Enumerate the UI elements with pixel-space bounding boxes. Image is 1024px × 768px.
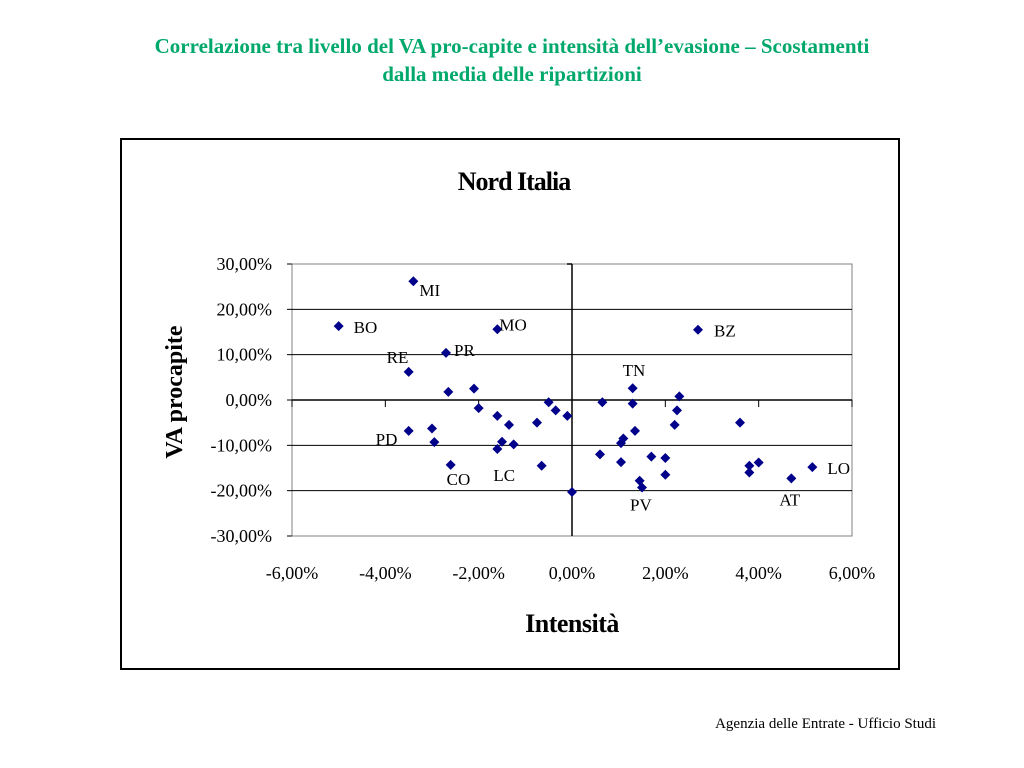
x-axis-label: Intensità: [525, 609, 619, 638]
data-point: [674, 391, 685, 402]
data-point: [492, 410, 503, 421]
y-tick-label: 0,00%: [226, 390, 273, 410]
data-point: [595, 449, 605, 460]
y-axis-label: VA procapite: [162, 325, 188, 458]
y-tick-label: -10,00%: [211, 435, 273, 455]
data-point: [469, 383, 479, 394]
data-point-label: LO: [827, 459, 850, 478]
data-point: [508, 439, 519, 450]
data-point: [637, 482, 647, 493]
data-point: [492, 443, 503, 454]
y-tick-label: 30,00%: [217, 254, 273, 274]
data-point: [536, 460, 547, 471]
slide-title-line2: dalla media delle ripartizioni: [382, 62, 642, 86]
slide-title-line1: Correlazione tra livello del VA pro-capi…: [154, 34, 870, 58]
data-point: [660, 453, 671, 464]
data-point-label: MI: [419, 281, 440, 300]
data-point: [408, 276, 419, 287]
y-tick-label: 20,00%: [217, 299, 273, 319]
data-point-label: LC: [493, 466, 515, 485]
data-point: [441, 347, 451, 358]
x-tick-label: -2,00%: [452, 563, 505, 583]
y-tick-label: -20,00%: [211, 481, 273, 501]
data-point-label: PV: [630, 495, 652, 514]
scatter-chart: Nord Italia 30,00% 20,00% 10,00% 0,00% -10,00…: [162, 167, 876, 638]
data-point: [497, 436, 507, 447]
data-point: [735, 417, 745, 428]
data-point-label: TN: [623, 361, 646, 380]
y-tick-label: -30,00%: [211, 526, 273, 546]
data-point: [427, 423, 437, 434]
x-tick-label: -6,00%: [266, 563, 319, 583]
y-tick-label: 10,00%: [217, 345, 273, 365]
footer-credit: Agenzia delle Entrate - Ufficio Studi: [715, 716, 936, 732]
data-point: [562, 410, 573, 421]
x-tick-label: 6,00%: [829, 563, 876, 583]
data-point: [473, 403, 484, 414]
data-point: [445, 459, 456, 470]
data-point: [744, 460, 755, 471]
data-point: [543, 397, 554, 408]
data-point: [403, 366, 414, 377]
data-point-label: PD: [376, 430, 398, 449]
data-point: [403, 425, 414, 436]
data-point: [443, 386, 454, 397]
data-point: [504, 419, 514, 430]
data-point: [532, 417, 542, 428]
data-point: [616, 457, 626, 468]
data-point: [597, 397, 608, 408]
data-point-label: MO: [499, 315, 526, 334]
data-point: [627, 398, 638, 409]
data-point: [567, 487, 577, 498]
x-tick-label: 4,00%: [735, 563, 782, 583]
data-point-label: AT: [779, 490, 800, 509]
data-point-label: RE: [387, 348, 409, 367]
data-point: [744, 467, 755, 478]
data-point: [616, 438, 626, 449]
data-point: [669, 419, 680, 430]
data-point: [492, 324, 503, 335]
data-point-label: CO: [447, 470, 471, 489]
data-point: [786, 473, 797, 484]
chart-frame: Nord Italia 30,00% 20,00% 10,00% 0,00% -10,00…: [120, 138, 900, 670]
data-point: [693, 324, 703, 335]
data-point: [646, 451, 657, 462]
data-point: [627, 383, 638, 394]
data-point: [630, 425, 640, 436]
data-point-label: BZ: [714, 322, 736, 341]
data-point: [333, 321, 344, 332]
data-point: [550, 405, 561, 416]
x-tick-label: 0,00%: [549, 563, 596, 583]
data-point-label: BO: [354, 318, 378, 337]
data-point: [660, 469, 671, 480]
data-point: [672, 405, 682, 416]
chart-title: Nord Italia: [458, 167, 572, 196]
x-tick-label: -4,00%: [359, 563, 412, 583]
data-point-label: PR: [454, 341, 475, 360]
data-point: [753, 457, 764, 468]
data-point: [807, 462, 818, 473]
data-point: [429, 437, 440, 448]
slide-title: Correlazione tra livello del VA pro-capi…: [40, 32, 984, 88]
x-tick-label: 2,00%: [642, 563, 689, 583]
